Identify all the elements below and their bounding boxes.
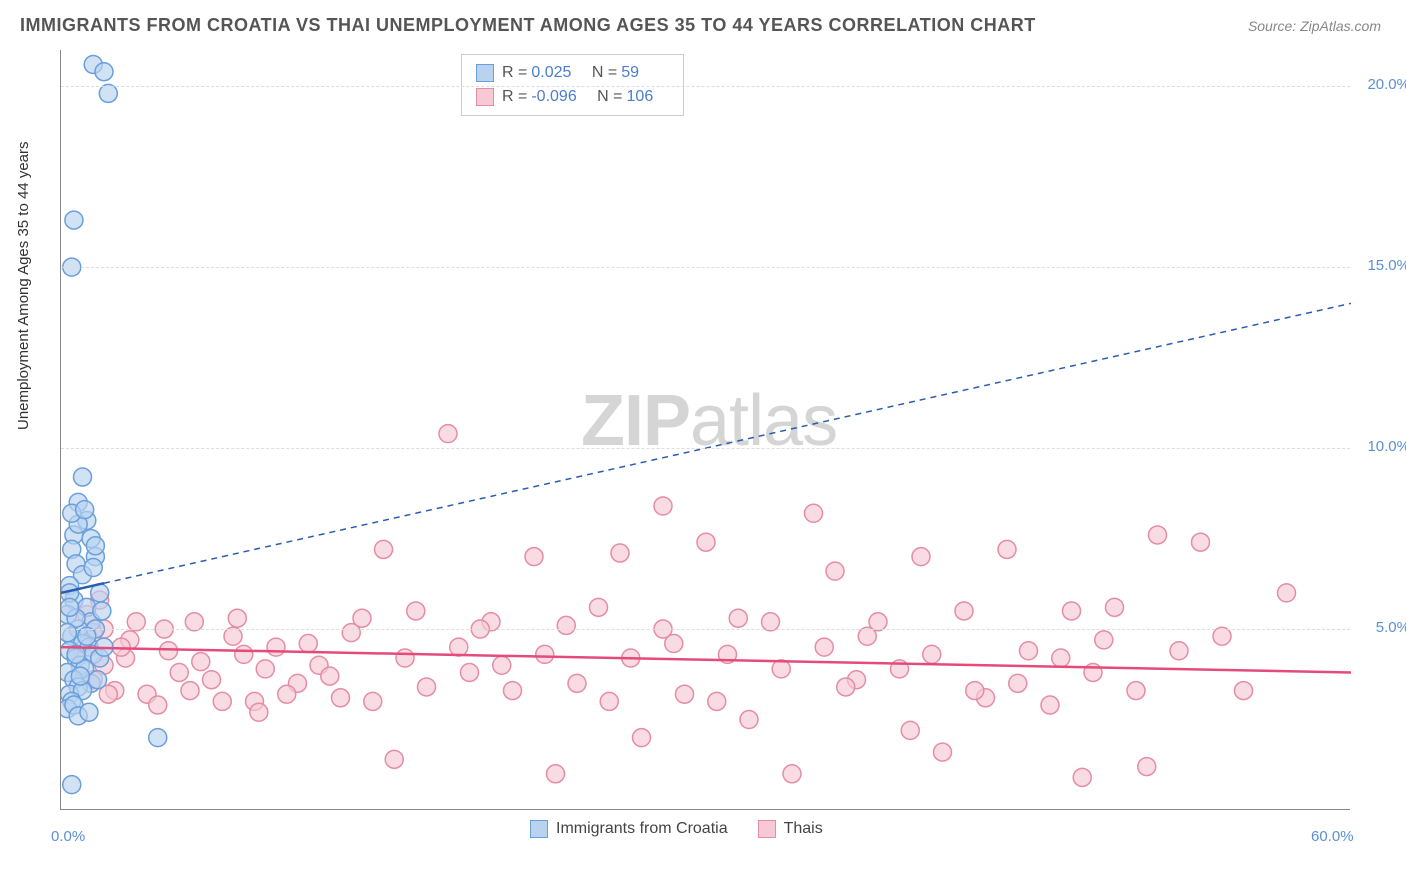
legend-swatch-pink <box>476 88 494 106</box>
legend-stats-box: R =0.025 N =59 R =-0.096 N =106 <box>461 54 684 116</box>
y-tick-label: 5.0% <box>1355 619 1406 636</box>
legend-swatch-thais <box>758 820 776 838</box>
gridline <box>61 629 1350 630</box>
legend-bottom: Immigrants from Croatia Thais <box>530 820 823 838</box>
legend-stats-row-pink: R =-0.096 N =106 <box>476 85 669 109</box>
chart-title: IMMIGRANTS FROM CROATIA VS THAI UNEMPLOY… <box>20 15 1036 36</box>
gridline <box>61 86 1350 87</box>
x-tick-label: 60.0% <box>1311 828 1354 845</box>
source-label: Source: ZipAtlas.com <box>1248 18 1381 34</box>
y-tick-label: 20.0% <box>1355 76 1406 93</box>
y-axis-label: Unemployment Among Ages 35 to 44 years <box>15 141 32 430</box>
chart-svg <box>61 50 1351 810</box>
chart-plot-area: ZIPatlas R =0.025 N =59 R =-0.096 N =106… <box>60 50 1350 810</box>
y-tick-label: 15.0% <box>1355 257 1406 274</box>
legend-r-blue: R =0.025 N =59 <box>502 64 655 82</box>
x-tick-label: 0.0% <box>51 828 85 845</box>
legend-swatch-blue <box>476 64 494 82</box>
legend-label-croatia: Immigrants from Croatia <box>556 820 728 838</box>
gridline <box>61 267 1350 268</box>
legend-r-pink: R =-0.096 N =106 <box>502 88 669 106</box>
legend-stats-row-blue: R =0.025 N =59 <box>476 61 669 85</box>
legend-swatch-croatia <box>530 820 548 838</box>
legend-item-thais: Thais <box>758 820 823 838</box>
legend-item-croatia: Immigrants from Croatia <box>530 820 728 838</box>
gridline <box>61 448 1350 449</box>
y-tick-label: 10.0% <box>1355 438 1406 455</box>
legend-label-thais: Thais <box>784 820 823 838</box>
